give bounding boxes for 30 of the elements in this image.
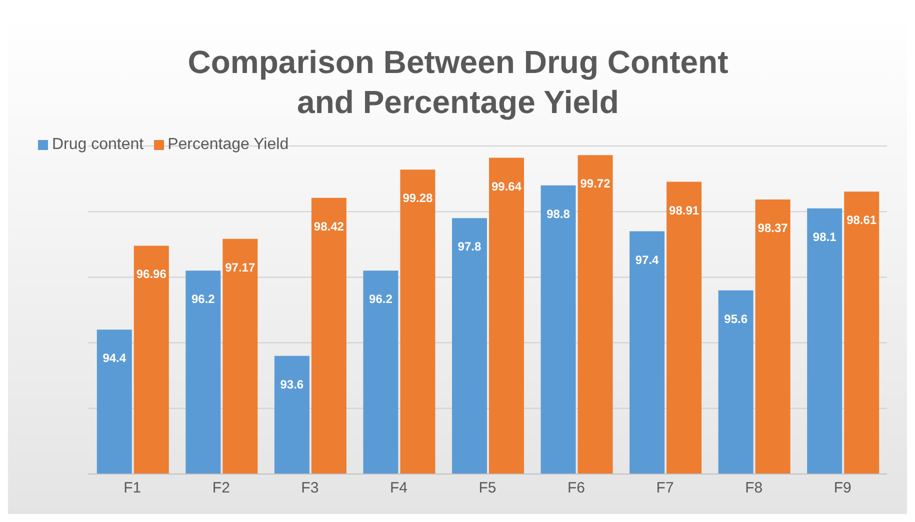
data-label: 98.91: [669, 203, 700, 218]
data-label: 97.4: [635, 252, 660, 267]
x-tick-label: F9: [834, 480, 852, 497]
data-label: 99.28: [402, 191, 434, 206]
data-label: 93.6: [280, 377, 304, 392]
data-label: 96.96: [136, 267, 167, 282]
data-label: 99.64: [491, 179, 522, 194]
data-label: 95.6: [724, 312, 748, 326]
data-label: 98.37: [758, 220, 788, 235]
x-tick-label: F5: [478, 480, 496, 497]
data-label: 94.4: [102, 351, 126, 366]
data-label: 98.61: [846, 213, 877, 228]
data-label: 96.2: [191, 292, 216, 306]
x-tick-label: F4: [390, 480, 408, 497]
x-tick-label: F8: [745, 480, 763, 497]
data-label: 98.42: [314, 219, 344, 234]
chart-title: Comparison Between Drug Content and Percentage Yield: [186, 43, 730, 122]
legend-label: Drug content: [52, 136, 144, 153]
x-tick-label: F6: [568, 480, 586, 497]
x-tick-label: F7: [656, 480, 674, 497]
x-tick-label: F2: [212, 480, 230, 497]
data-label: 98.8: [546, 206, 570, 221]
data-label: 98.1: [812, 230, 837, 244]
data-label: 97.17: [225, 260, 256, 274]
data-label: 97.8: [458, 240, 482, 254]
x-tick-label: F3: [301, 480, 319, 497]
data-label: 96.2: [369, 292, 393, 306]
x-tick-label: F1: [124, 480, 142, 497]
data-label: 99.72: [580, 176, 611, 191]
legend-label: Percentage Yield: [168, 136, 289, 153]
